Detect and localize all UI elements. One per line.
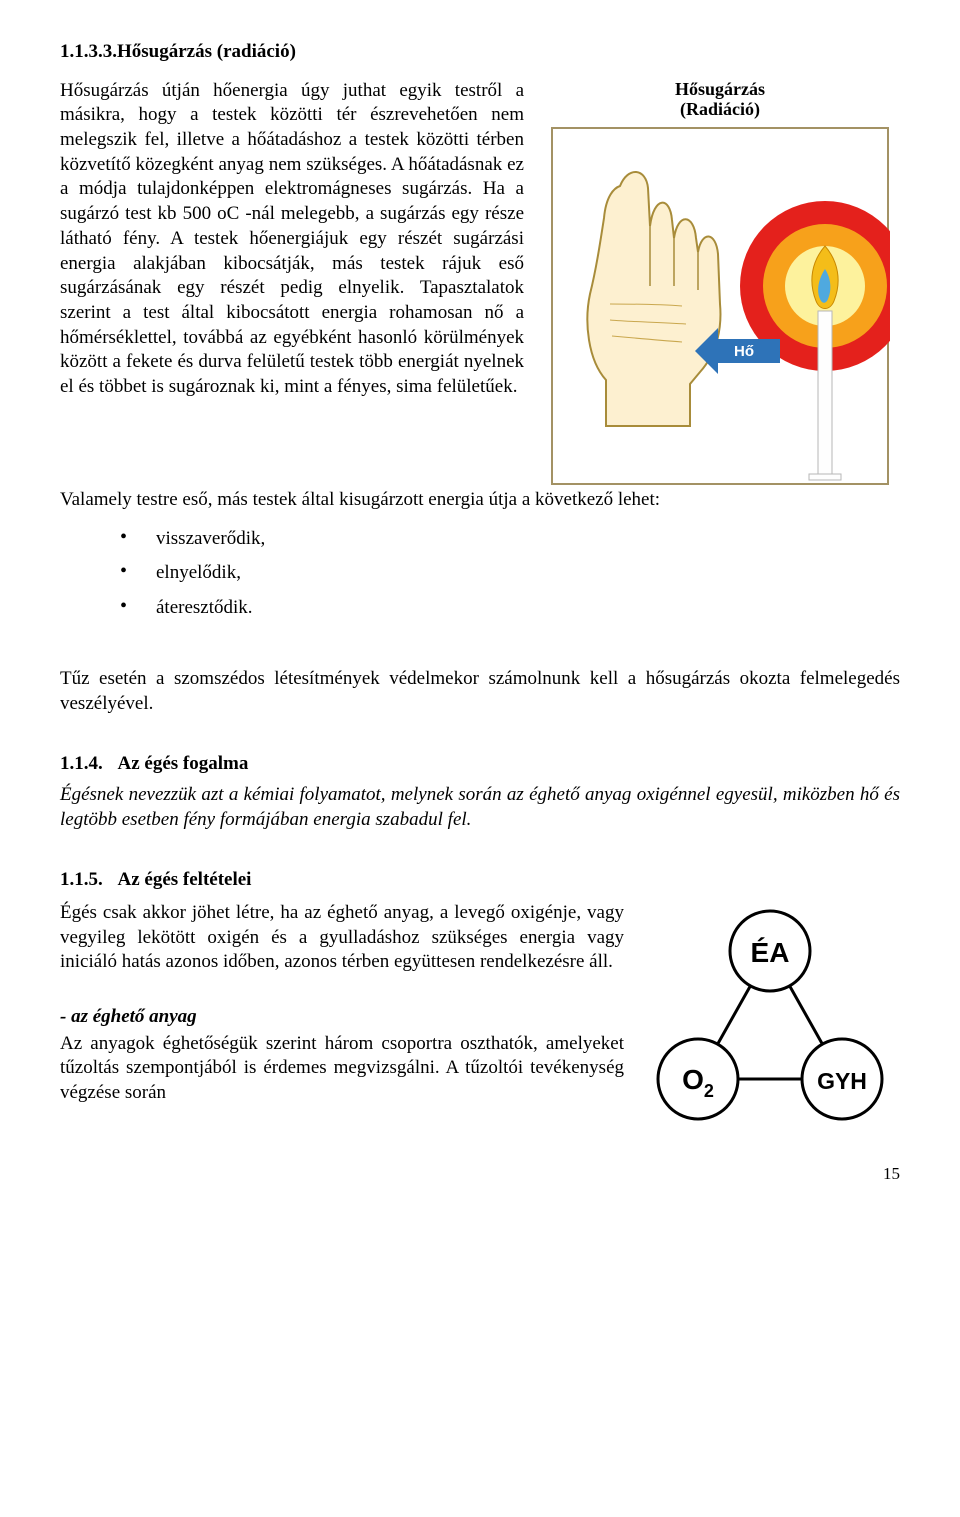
radiation-after: Tűz esetén a szomszédos létesítmények vé… [60, 667, 900, 716]
radiation-figure-title-1: Hősugárzás [540, 79, 900, 100]
heading-title: Hősugárzás (radiáció) [117, 41, 296, 62]
heading-title-1-1-4: Az égés fogalma [118, 753, 249, 774]
heading-title-1-1-5: Az égés feltételei [118, 869, 252, 890]
bullet-reflect: visszaverődik, [120, 527, 900, 552]
page-number: 15 [60, 1163, 900, 1185]
radiation-bullets: visszaverődik, elnyelődik, áteresztődik. [120, 527, 900, 621]
radiation-figure: Hősugárzás (Radiáció) [540, 79, 900, 486]
triangle-node-top: ÉA [751, 937, 790, 968]
radiation-illustration: Hő [550, 126, 890, 486]
radiation-figure-title: Hősugárzás (Radiáció) [540, 79, 900, 120]
section-heading-1-1-3-3: 1.1.3.3.Hősugárzás (radiáció) [60, 40, 900, 65]
radiation-text-column: Hősugárzás útján hőenergia úgy juthat eg… [60, 79, 524, 400]
heading-number-1-1-5: 1.1.5. [60, 869, 103, 890]
conditions-body2: Az anyagok éghetőségük szerint három cso… [60, 1032, 624, 1106]
row-conditions: Égés csak akkor jöhet létre, ha az éghet… [60, 899, 900, 1137]
fire-triangle-figure: ÉA O2 GYH [640, 899, 900, 1137]
conditions-body: Égés csak akkor jöhet létre, ha az éghet… [60, 901, 624, 975]
arrow-label: Hő [734, 343, 754, 360]
bullet-absorb: elnyelődik, [120, 561, 900, 586]
conditions-text: Égés csak akkor jöhet létre, ha az éghet… [60, 899, 624, 1106]
radiation-figure-title-2: (Radiáció) [540, 99, 900, 120]
fire-triangle-diagram: ÉA O2 GYH [640, 899, 900, 1129]
bullet-transmit: áteresztődik. [120, 596, 900, 621]
section-heading-1-1-5: 1.1.5. Az égés feltételei [60, 868, 900, 893]
combustion-def: Égésnek nevezzük azt a kémiai folyamatot… [60, 783, 900, 832]
heading-number-1-1-4: 1.1.4. [60, 753, 103, 774]
combustible-subheading: - az éghető anyag [60, 1005, 624, 1030]
heading-number: 1.1.3.3. [60, 41, 117, 62]
row-radiation: Hősugárzás útján hőenergia úgy juthat eg… [60, 79, 900, 486]
section-heading-1-1-4: 1.1.4. Az égés fogalma [60, 752, 900, 777]
triangle-node-right: GYH [817, 1068, 867, 1094]
radiation-body-left: Hősugárzás útján hőenergia úgy juthat eg… [60, 79, 524, 400]
radiation-body-full: Valamely testre eső, más testek által ki… [60, 488, 900, 513]
